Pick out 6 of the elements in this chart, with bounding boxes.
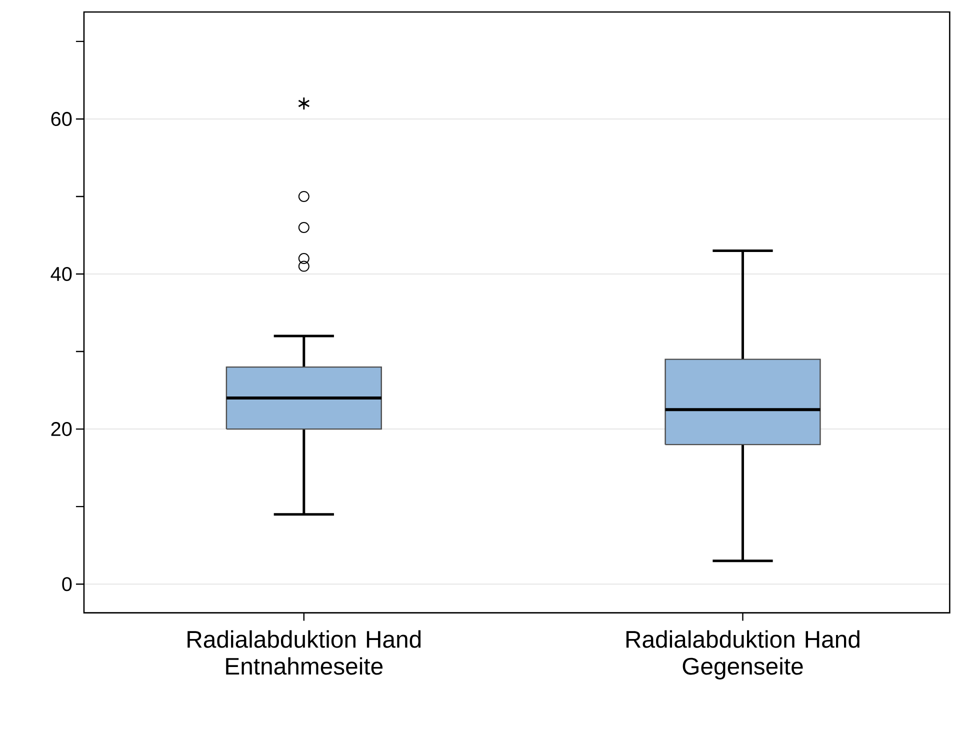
y-tick-label: 0	[62, 577, 72, 592]
y-tick-label: 40	[50, 267, 72, 282]
x-tick-label: Radialabduktion Hand Gegenseite	[626, 630, 860, 680]
y-tick-label: 60	[51, 112, 72, 126]
y-tick-label: 20	[51, 422, 72, 436]
x-tick-label: Radialabduktion Hand Entnahmeseite	[188, 630, 421, 675]
